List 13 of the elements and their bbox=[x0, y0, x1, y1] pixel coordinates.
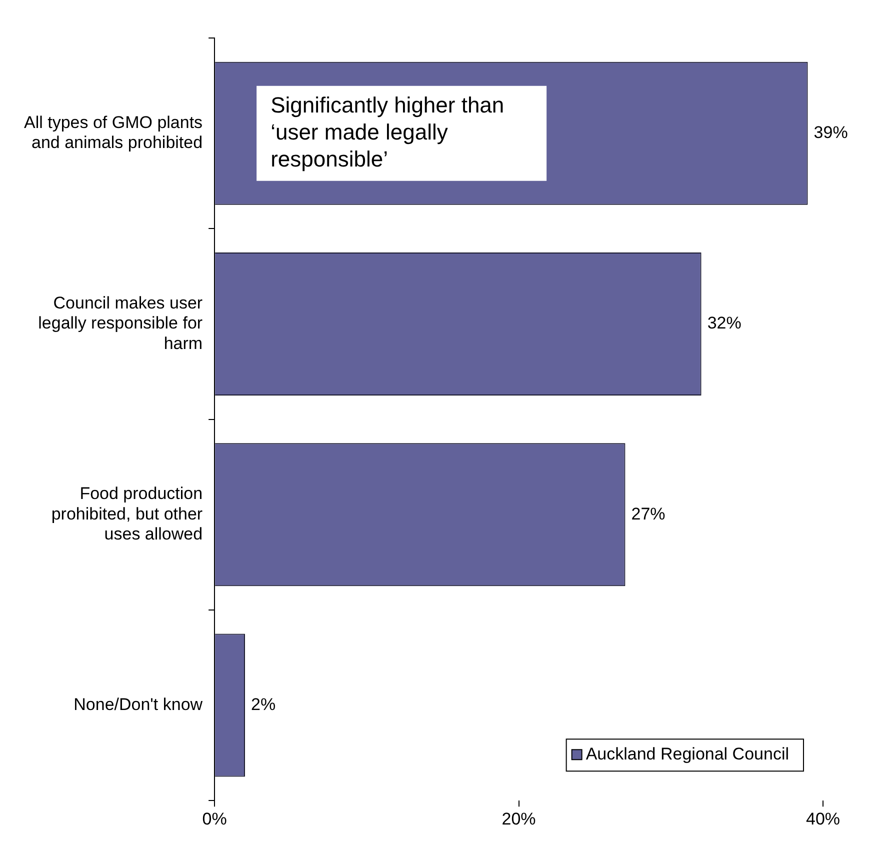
data-label: 39% bbox=[814, 123, 848, 142]
legend-label: Auckland Regional Council bbox=[586, 744, 790, 764]
data-label: 27% bbox=[631, 504, 666, 524]
data-label: 32% bbox=[707, 314, 742, 333]
x-tick-label: 0% bbox=[202, 809, 227, 828]
y-tick-label: None/Don't know bbox=[74, 694, 204, 714]
y-tick-label: Council makes user legally responsible for harm bbox=[38, 293, 203, 354]
x-tick-label: 20% bbox=[502, 809, 536, 828]
y-tick-label: Food production prohibited, but other uses allowed bbox=[51, 484, 203, 544]
y-tick-label: All types of GMO plants and animals prohibited bbox=[24, 112, 203, 152]
data-label: 2% bbox=[250, 694, 276, 714]
annotation: Significantly higher than ‘user made legally responsible’ bbox=[270, 92, 504, 172]
x-tick-label: 40% bbox=[806, 809, 840, 828]
